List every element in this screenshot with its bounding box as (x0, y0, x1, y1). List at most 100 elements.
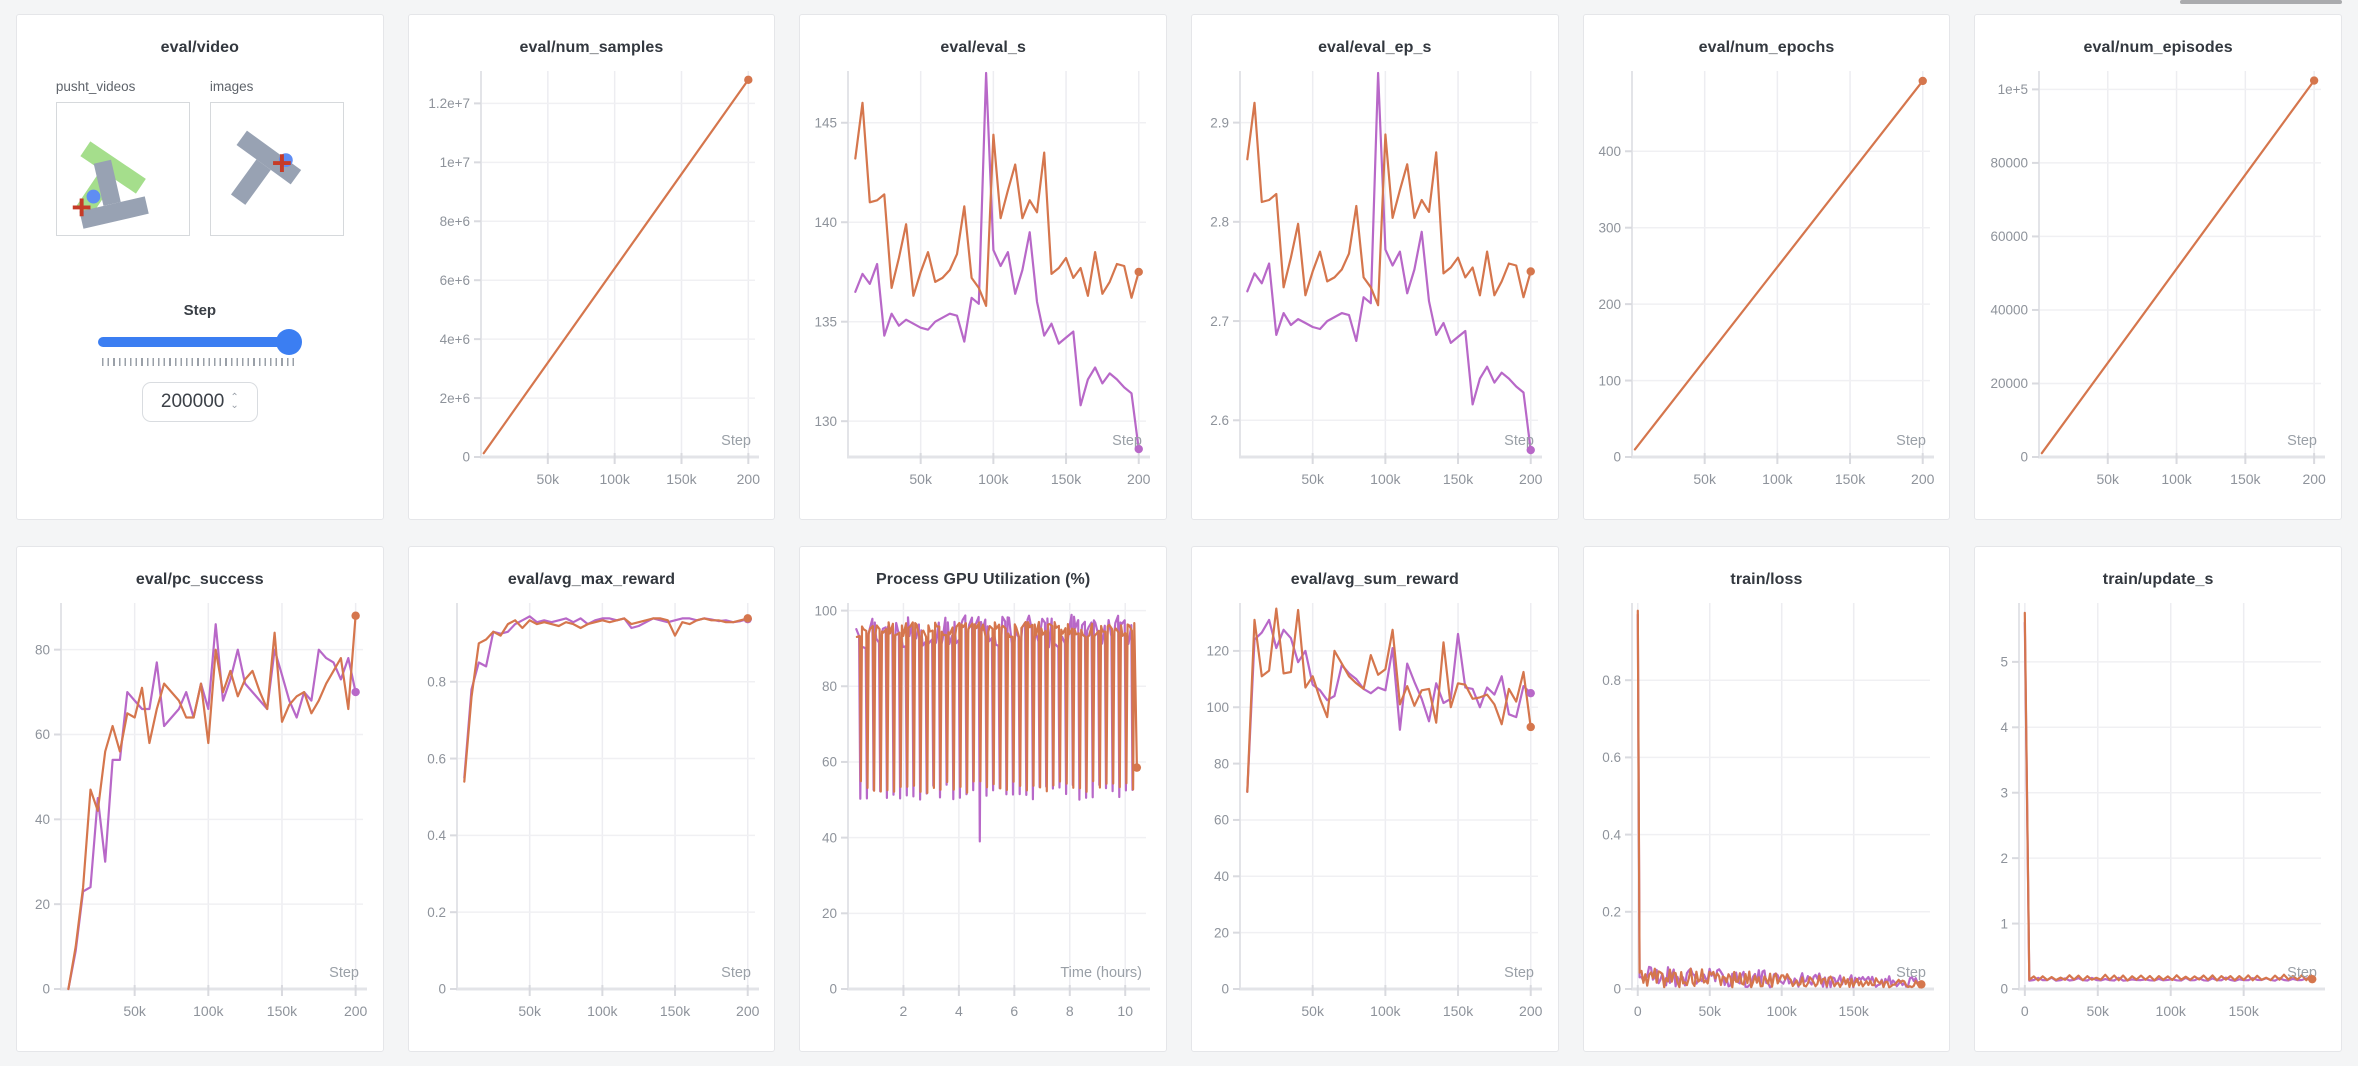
svg-text:150k: 150k (1051, 471, 1082, 487)
chart-title: Process GPU Utilization (%) (876, 571, 1091, 588)
svg-text:2: 2 (900, 1003, 908, 1019)
chart-canvas-train-loss[interactable]: 0 0.2 0.4 0.6 0.8 0 50k 100k 150k Step (1584, 589, 1950, 1051)
chart-title: train/loss (1730, 571, 1803, 588)
chart-canvas-eval-eval-s[interactable]: 130 135 140 145 50k 100k 150k 200 Step (800, 57, 1166, 519)
chart-canvas-eval-num-epochs[interactable]: 0 100 200 300 400 50k 100k 150k 200 Step (1584, 57, 1950, 519)
goal-marker-icon (272, 154, 291, 172)
gray-t-shape (79, 159, 149, 229)
media-label: images (209, 79, 254, 94)
media-label: pusht_videos (55, 79, 136, 94)
panel-eval-num-episodes: eval/num_episodes 0 20000 40000 60000 80000 1e… (1974, 14, 2342, 520)
svg-text:1: 1 (2001, 916, 2009, 931)
svg-text:150k: 150k (1443, 1003, 1474, 1019)
svg-text:50k: 50k (1693, 471, 1717, 487)
svg-text:0.4: 0.4 (1602, 827, 1621, 842)
svg-text:80: 80 (35, 642, 50, 657)
svg-text:150k: 150k (1835, 471, 1866, 487)
media-row: pusht_videos (17, 79, 383, 236)
svg-text:200: 200 (1598, 297, 1621, 312)
svg-text:50k: 50k (2087, 1003, 2111, 1019)
slider-thumb[interactable] (275, 329, 302, 355)
svg-text:80: 80 (1214, 756, 1229, 771)
chevron-down-icon[interactable]: ⌄ (230, 400, 239, 411)
svg-text:0: 0 (438, 982, 446, 997)
number-stepper[interactable]: ⌃ ⌄ (230, 392, 239, 411)
svg-text:0: 0 (1613, 982, 1621, 997)
svg-text:80000: 80000 (1991, 156, 2029, 171)
pusht-video-thumbnail[interactable] (55, 102, 190, 236)
svg-text:Step: Step (329, 965, 359, 981)
svg-text:150k: 150k (1838, 1003, 1869, 1019)
chart-title: eval/pc_success (135, 571, 264, 588)
svg-text:8: 8 (1066, 1003, 1074, 1019)
chart-title: eval/num_epochs (1698, 39, 1835, 56)
svg-text:200: 200 (1911, 471, 1935, 487)
panel-title: eval/video (160, 39, 240, 56)
chart-title: eval/avg_sum_reward (1290, 571, 1459, 588)
slider-ruler (101, 358, 298, 366)
chart-canvas-eval-num-samples[interactable]: 0 2e+6 4e+6 6e+6 8e+6 1e+7 1.2e+7 50k 100k 150k 20… (409, 57, 775, 519)
svg-text:150k: 150k (2229, 1003, 2260, 1019)
svg-text:40: 40 (1214, 869, 1229, 884)
image-thumbnail[interactable] (209, 102, 344, 236)
svg-text:40: 40 (35, 812, 50, 827)
chart-canvas-eval-eval-ep-s[interactable]: 2.6 2.7 2.8 2.9 50k 100k 150k 200 Step (1192, 57, 1558, 519)
svg-text:150k: 150k (660, 1003, 691, 1019)
svg-text:145: 145 (815, 115, 838, 130)
svg-text:0.6: 0.6 (1602, 750, 1621, 765)
svg-text:5: 5 (2001, 655, 2009, 670)
svg-text:50k: 50k (1301, 1003, 1325, 1019)
svg-text:2.7: 2.7 (1210, 314, 1229, 329)
svg-text:0: 0 (462, 450, 470, 465)
svg-text:150k: 150k (1443, 471, 1474, 487)
svg-text:100k: 100k (193, 1003, 224, 1019)
chart-canvas-eval-avg-max-reward[interactable]: 0 0.2 0.4 0.6 0.8 50k 100k 150k 200 Step (409, 589, 775, 1051)
step-value-input[interactable]: 200000 ⌃ ⌄ (141, 382, 258, 422)
panel-eval-avg-max-reward: eval/avg_max_reward 0 0.2 0.4 0.6 0.8 50k 100k 1… (407, 546, 776, 1052)
svg-text:6: 6 (1011, 1003, 1019, 1019)
svg-text:40000: 40000 (1991, 303, 2029, 318)
chart-canvas-eval-num-episodes[interactable]: 0 20000 40000 60000 80000 1e+5 50k 100k 150k 200 S… (1975, 57, 2341, 519)
panel-train-loss: train/loss 0 0.2 0.4 0.6 0.8 0 50k 100k 150k Step (1582, 546, 1951, 1052)
svg-text:200: 200 (2303, 471, 2327, 487)
chart-canvas-eval-avg-sum-reward[interactable]: 0 20 40 60 80 100 120 50k 100k 150k 200 Step (1192, 589, 1558, 1051)
svg-text:135: 135 (815, 314, 838, 329)
chart-canvas-eval-pc-success[interactable]: 0 20 40 60 80 50k 100k 150k 200 Step (17, 589, 383, 1051)
media-item-images: images (209, 79, 344, 236)
chart-canvas-process-gpu-utilization[interactable]: 0 20 40 60 80 100 2 4 6 8 10 Time (hours) (800, 589, 1166, 1051)
svg-text:0.6: 0.6 (427, 751, 446, 766)
svg-text:Step: Step (1504, 433, 1534, 449)
chart-canvas-train-update-s[interactable]: 0 1 2 3 4 5 0 50k 100k 150k Step (1975, 589, 2341, 1051)
svg-text:0: 0 (1221, 982, 1229, 997)
chart-title: eval/num_samples (519, 39, 664, 56)
chevron-up-icon[interactable]: ⌃ (230, 392, 239, 403)
svg-text:0: 0 (830, 982, 838, 997)
svg-text:400: 400 (1598, 144, 1621, 159)
svg-text:100: 100 (815, 603, 838, 618)
svg-text:1e+7: 1e+7 (439, 155, 469, 170)
svg-text:0: 0 (2021, 1003, 2029, 1019)
svg-text:2e+6: 2e+6 (439, 391, 469, 406)
svg-text:50k: 50k (518, 1003, 542, 1019)
panel-train-update-s: train/update_s 0 1 2 3 4 5 0 50k 100k 150k Step (1974, 546, 2342, 1052)
slider-track[interactable] (97, 337, 296, 347)
svg-text:100k: 100k (2156, 1003, 2187, 1019)
svg-text:20: 20 (1214, 925, 1229, 940)
svg-text:Step: Step (2287, 433, 2317, 449)
panel-eval-eval-ep-s: eval/eval_ep_s 2.6 2.7 2.8 2.9 50k 100k 150k 200… (1190, 14, 1559, 520)
svg-text:50k: 50k (910, 471, 934, 487)
svg-text:120: 120 (1206, 644, 1229, 659)
svg-text:0: 0 (2021, 450, 2029, 465)
svg-text:60: 60 (822, 755, 837, 770)
svg-text:200: 200 (736, 1003, 760, 1019)
svg-text:200: 200 (344, 1003, 368, 1019)
svg-text:Step: Step (1112, 433, 1142, 449)
step-slider[interactable] (97, 329, 302, 355)
svg-text:60000: 60000 (1991, 229, 2029, 244)
gray-t-shape (230, 130, 301, 205)
panel-eval-eval-s: eval/eval_s 130 135 140 145 50k 100k 150k 200 Ste… (799, 14, 1167, 520)
horizontal-scrollbar-thumb[interactable] (2180, 0, 2342, 4)
agent-dot (86, 189, 101, 204)
chart-title: eval/eval_ep_s (1318, 39, 1432, 56)
panel-eval-video: eval/video pusht_videos (16, 14, 384, 520)
